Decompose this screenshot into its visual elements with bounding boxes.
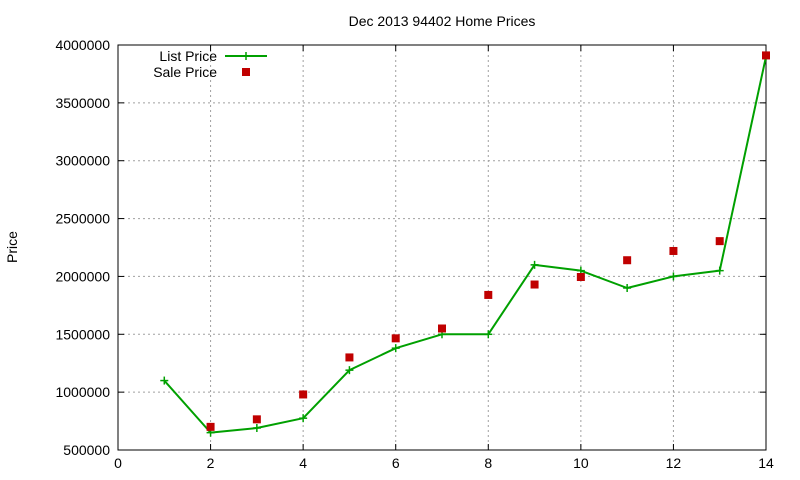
data-point: [391, 344, 400, 353]
data-point: [391, 334, 400, 343]
plot-frame: [117, 44, 767, 451]
data-point: [299, 390, 308, 399]
data-point: [345, 366, 354, 375]
data-point: [252, 415, 261, 424]
data-point: [623, 284, 632, 292]
y-tick-label: 4000000: [55, 37, 110, 53]
axis-tick-labels: 0 2 4 6 8 10 12 14 500000 1000000 1500000 2000000 25…: [55, 37, 774, 471]
data-point: [576, 273, 585, 282]
legend-swatch-marker: [242, 68, 250, 76]
data-point: [345, 353, 354, 362]
x-tick-label: 2: [207, 455, 215, 471]
x-tick-label: 4: [299, 455, 307, 471]
series: [160, 51, 770, 437]
data-point: [762, 51, 770, 60]
chart-title: Dec 2013 94402 Home Prices: [349, 13, 536, 29]
y-tick-label: 3500000: [55, 95, 110, 111]
data-point: [623, 256, 632, 265]
x-tick-label: 14: [758, 455, 774, 471]
x-tick-label: 12: [666, 455, 682, 471]
y-tick-label: 2500000: [55, 211, 110, 227]
data-point: [438, 324, 446, 333]
x-tick-label: 10: [573, 455, 589, 471]
grid: [118, 45, 766, 450]
data-point: [715, 266, 724, 275]
series-1: [206, 51, 770, 431]
x-tick-label: 6: [392, 455, 400, 471]
y-tick-label: 500000: [63, 442, 110, 458]
y-tick-label: 1000000: [55, 384, 110, 400]
legend-swatch-marker: [242, 52, 250, 60]
data-point: [669, 246, 678, 255]
data-point: [160, 376, 169, 385]
data-point: [530, 260, 539, 269]
data-point: [206, 422, 215, 431]
legend-label: List Price: [159, 48, 217, 64]
y-tick-label: 1500000: [55, 326, 110, 342]
data-point: [484, 330, 493, 339]
y-tick-label: 2000000: [55, 268, 110, 284]
x-tick-label: 8: [484, 455, 492, 471]
legend-label: Sale Price: [153, 64, 217, 80]
data-point: [530, 280, 539, 289]
data-point: [669, 272, 678, 281]
x-tick-label: 0: [114, 455, 122, 471]
y-axis-label: Price: [4, 231, 20, 263]
data-point: [484, 290, 493, 299]
data-point: [299, 414, 308, 423]
y-tick-label: 3000000: [55, 153, 110, 169]
data-point: [715, 237, 724, 246]
series-line: [163, 56, 767, 434]
data-point: [252, 424, 261, 433]
